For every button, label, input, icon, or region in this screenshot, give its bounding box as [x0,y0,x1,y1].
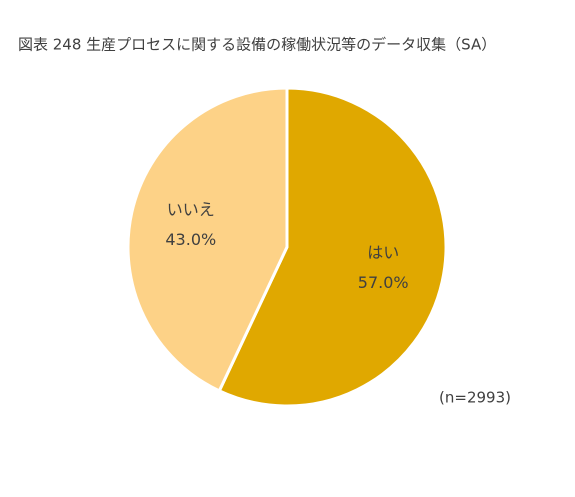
category-label: はい [367,243,399,262]
category-label: いいえ [167,200,215,219]
annotation: (n=2993) [439,389,511,407]
pie-slice [217,86,448,408]
value-label: 57.0% [358,273,409,292]
chart-title: 図表 248 生産プロセスに関する設備の稼働状況等のデータ収集（SA） [18,36,496,54]
value-label: 43.0% [165,230,216,249]
pie-slice [126,86,289,393]
